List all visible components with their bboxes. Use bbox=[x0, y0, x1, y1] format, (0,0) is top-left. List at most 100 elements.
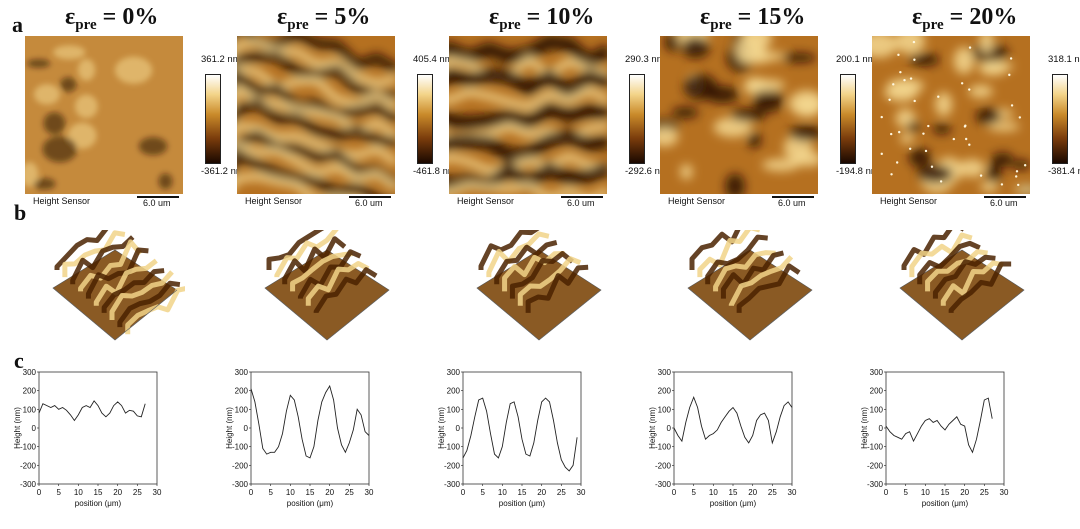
y-tick-label: -100 bbox=[444, 443, 461, 452]
afm-3d-view bbox=[687, 230, 813, 341]
y-tick-label: -300 bbox=[20, 480, 37, 489]
x-tick-label: 30 bbox=[153, 488, 162, 497]
y-tick-label: 300 bbox=[870, 368, 884, 377]
afm-texture bbox=[660, 36, 818, 194]
height-sensor-label: Height Sensor bbox=[245, 196, 303, 206]
y-tick-label: -200 bbox=[444, 461, 461, 470]
x-tick-label: 10 bbox=[74, 488, 83, 497]
x-axis-label: position (μm) bbox=[710, 499, 757, 508]
column-title-1: εpre = 5% bbox=[277, 4, 370, 34]
x-tick-label: 25 bbox=[557, 488, 566, 497]
y-tick-label: -200 bbox=[20, 461, 37, 470]
y-tick-label: 200 bbox=[447, 387, 461, 396]
y-tick-label: 100 bbox=[235, 405, 249, 414]
y-axis-label: Height (nm) bbox=[860, 407, 869, 449]
colorbar bbox=[840, 74, 856, 164]
y-tick-label: 0 bbox=[879, 424, 884, 433]
afm-height-image bbox=[660, 36, 818, 194]
afm-3d-view bbox=[52, 230, 185, 341]
height-sensor-label: Height Sensor bbox=[33, 196, 91, 206]
y-axis-label: Height (nm) bbox=[648, 407, 657, 449]
height-profile-chart: -300 -200 -100 0 100 200 300 0 5 10 15 20 25 30 Height… bbox=[437, 368, 586, 508]
x-tick-label: 10 bbox=[286, 488, 295, 497]
x-tick-label: 5 bbox=[56, 488, 61, 497]
x-tick-label: 15 bbox=[941, 488, 950, 497]
colorbar bbox=[417, 74, 433, 164]
scale-bar-label: 6.0 um bbox=[567, 198, 595, 208]
eps-value: = 0% bbox=[96, 4, 159, 30]
x-tick-label: 30 bbox=[577, 488, 586, 497]
scale-bar-label: 6.0 um bbox=[355, 198, 383, 208]
x-tick-label: 20 bbox=[325, 488, 334, 497]
x-tick-label: 15 bbox=[729, 488, 738, 497]
x-tick-label: 5 bbox=[691, 488, 696, 497]
afm-height-image bbox=[872, 36, 1030, 194]
x-tick-label: 0 bbox=[461, 488, 466, 497]
height-profile-chart: -300 -200 -100 0 100 200 300 0 5 10 15 20 25 30 Height… bbox=[860, 368, 1009, 508]
afm-3d-view bbox=[899, 230, 1025, 341]
x-tick-label: 20 bbox=[113, 488, 122, 497]
panel-letter-c: c bbox=[14, 348, 24, 373]
y-tick-label: -100 bbox=[655, 443, 672, 452]
eps-symbol: ε bbox=[65, 4, 76, 30]
afm-texture bbox=[237, 36, 395, 194]
y-tick-label: 200 bbox=[23, 387, 37, 396]
column-title-4: εpre = 20% bbox=[912, 4, 1017, 34]
y-tick-label: 0 bbox=[456, 424, 461, 433]
colorbar-max-label: 290.3 nm bbox=[625, 54, 665, 65]
x-tick-label: 5 bbox=[268, 488, 273, 497]
x-tick-label: 10 bbox=[709, 488, 718, 497]
colorbar bbox=[1052, 74, 1068, 164]
y-tick-label: -300 bbox=[655, 480, 672, 489]
profile-line bbox=[38, 400, 146, 422]
x-tick-label: 20 bbox=[748, 488, 757, 497]
eps-symbol: ε bbox=[489, 4, 500, 30]
y-tick-label: 100 bbox=[23, 405, 37, 414]
x-tick-label: 25 bbox=[345, 488, 354, 497]
x-tick-label: 25 bbox=[133, 488, 142, 497]
y-tick-label: -200 bbox=[867, 461, 884, 470]
colorbar-max-label: 318.1 nm bbox=[1048, 54, 1080, 65]
y-tick-label: 0 bbox=[32, 424, 37, 433]
y-tick-label: 200 bbox=[235, 387, 249, 396]
x-tick-label: 15 bbox=[94, 488, 103, 497]
colorbar-min-label: -381.4 nm bbox=[1048, 166, 1080, 177]
y-tick-label: 200 bbox=[870, 387, 884, 396]
colorbar-min-label: -194.8 nm bbox=[836, 166, 879, 177]
scale-bar-label: 6.0 um bbox=[778, 198, 806, 208]
y-tick-label: 100 bbox=[447, 405, 461, 414]
y-tick-label: -100 bbox=[232, 443, 249, 452]
scale-bar bbox=[137, 196, 179, 198]
column-title-3: εpre = 15% bbox=[700, 4, 805, 34]
x-tick-label: 15 bbox=[306, 488, 315, 497]
y-tick-label: -300 bbox=[444, 480, 461, 489]
eps-value: = 10% bbox=[520, 4, 595, 30]
afm-3d-view bbox=[476, 230, 602, 341]
y-axis-label: Height (nm) bbox=[13, 407, 22, 449]
column-title-0: εpre = 0% bbox=[65, 4, 158, 34]
height-profile-chart: -300 -200 -100 0 100 200 300 0 5 10 15 20 25 30 Height… bbox=[13, 368, 162, 508]
panel-letter-a: a bbox=[12, 12, 23, 37]
eps-value: = 15% bbox=[731, 4, 806, 30]
y-tick-label: 200 bbox=[658, 387, 672, 396]
scale-bar bbox=[561, 196, 603, 198]
afm-texture bbox=[449, 36, 607, 194]
colorbar-min-label: -292.6 nm bbox=[625, 166, 668, 177]
eps-subscript: pre bbox=[287, 17, 309, 33]
height-sensor-label: Height Sensor bbox=[457, 196, 515, 206]
x-tick-label: 25 bbox=[768, 488, 777, 497]
afm-texture bbox=[872, 36, 1030, 194]
y-tick-label: 0 bbox=[667, 424, 672, 433]
eps-subscript: pre bbox=[499, 17, 521, 33]
scale-bar-label: 6.0 um bbox=[990, 198, 1018, 208]
y-tick-label: -100 bbox=[20, 443, 37, 452]
y-tick-label: 0 bbox=[244, 424, 249, 433]
x-axis-label: position (μm) bbox=[75, 499, 122, 508]
y-tick-label: -300 bbox=[232, 480, 249, 489]
height-sensor-label: Height Sensor bbox=[668, 196, 726, 206]
x-tick-label: 25 bbox=[980, 488, 989, 497]
y-tick-label: 300 bbox=[447, 368, 461, 377]
afm-height-image bbox=[449, 36, 607, 194]
x-axis-label: position (μm) bbox=[499, 499, 546, 508]
x-tick-label: 10 bbox=[921, 488, 930, 497]
